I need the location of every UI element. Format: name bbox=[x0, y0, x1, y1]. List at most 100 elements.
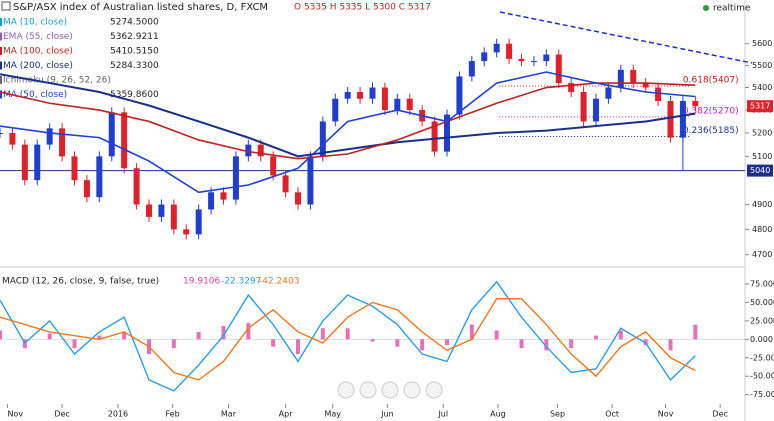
x-tick-label: Jun bbox=[380, 410, 394, 419]
histogram-bar bbox=[395, 339, 400, 347]
zoom-left[interactable] bbox=[337, 381, 355, 399]
x-tick-label: Jul bbox=[437, 410, 448, 419]
fib-label: 0.236(5185) bbox=[683, 126, 739, 136]
ma-line bbox=[0, 82, 696, 160]
y-tick-label: 4800 bbox=[752, 225, 772, 234]
histogram-bar bbox=[271, 339, 276, 347]
histogram-bar bbox=[122, 331, 127, 340]
macd-title: MACD (12, 26, close, 9, false, true) bbox=[2, 277, 159, 287]
histogram-bar bbox=[320, 328, 325, 340]
x-tick-label: Feb bbox=[166, 410, 180, 419]
status-dot bbox=[703, 5, 709, 11]
histogram-bar bbox=[296, 339, 300, 355]
legend-name: MA (50, close) bbox=[3, 90, 67, 100]
support-label: 5040 bbox=[750, 166, 770, 175]
histogram-bar bbox=[693, 324, 698, 340]
x-tick-label: May bbox=[324, 410, 341, 419]
y-tick-label: 0.000 bbox=[750, 335, 773, 344]
x-tick-label: Apr bbox=[279, 410, 294, 419]
macd-readout: -42.2403 bbox=[259, 277, 299, 287]
legend-swatch bbox=[0, 61, 2, 70]
histogram-bar bbox=[171, 339, 176, 349]
x-tick-label: Nov bbox=[7, 410, 23, 419]
y-tick-label: -25.000 bbox=[750, 353, 774, 362]
x-tick-label: Sep bbox=[550, 410, 565, 419]
legend-value: 5274.5000 bbox=[110, 18, 159, 28]
zoom-out[interactable] bbox=[359, 381, 377, 399]
histogram-bar bbox=[221, 326, 226, 340]
y-tick-label: -75.000 bbox=[750, 390, 774, 399]
histogram-bar bbox=[519, 339, 524, 349]
trend-line bbox=[499, 11, 753, 64]
legend-swatch bbox=[0, 32, 2, 41]
y-tick-label: 5500 bbox=[752, 61, 772, 70]
collapse-icon[interactable] bbox=[1, 1, 11, 11]
histogram-bar bbox=[618, 330, 623, 340]
y-tick-label: 5100 bbox=[752, 152, 772, 161]
x-tick-label: 2016 bbox=[108, 410, 128, 419]
zoom-in[interactable] bbox=[403, 381, 421, 399]
histogram-bar bbox=[97, 335, 102, 340]
status: realtime bbox=[713, 4, 751, 14]
legend-swatch bbox=[0, 47, 2, 55]
x-tick-label: Dec bbox=[712, 410, 727, 419]
last-price-box bbox=[747, 100, 773, 113]
y-tick-label: 25.000 bbox=[750, 316, 774, 325]
y-tick-label: 5400 bbox=[752, 83, 772, 92]
legend-swatch bbox=[0, 76, 2, 84]
legend-name: MA (100, close) bbox=[3, 47, 73, 57]
y-tick-label: 5600 bbox=[752, 39, 772, 48]
fib-label: 0.382(5270) bbox=[683, 106, 739, 116]
y-tick-label: 5200 bbox=[752, 128, 772, 137]
x-tick-label: Aug bbox=[490, 410, 506, 419]
y-tick-label: 4900 bbox=[752, 200, 772, 209]
x-tick-label: Dec bbox=[54, 410, 69, 419]
histogram-bar bbox=[370, 339, 375, 342]
legend-value: 5362.9211 bbox=[110, 32, 159, 42]
legend-value: 5410.5150 bbox=[110, 47, 159, 57]
y-tick-label: 75.000 bbox=[750, 280, 774, 289]
y-tick-label: -50.000 bbox=[750, 372, 774, 381]
legend-value: 5284.3300 bbox=[110, 61, 159, 71]
x-tick-label: Mar bbox=[221, 410, 237, 419]
histogram-bar bbox=[544, 339, 549, 351]
histogram-bar bbox=[345, 328, 350, 340]
legend-name: MA (10, close) bbox=[3, 18, 67, 28]
legend-name: MA (200, close) bbox=[3, 61, 73, 71]
histogram-bar bbox=[72, 339, 77, 349]
macd-readout: 19.9106 bbox=[183, 277, 220, 287]
macd-line bbox=[0, 298, 696, 381]
histogram-bar bbox=[569, 339, 574, 349]
zoom-right[interactable] bbox=[425, 381, 443, 399]
zoom-controls bbox=[337, 381, 443, 399]
histogram-bar bbox=[47, 333, 52, 340]
histogram-bar bbox=[445, 339, 449, 346]
ma-line bbox=[0, 71, 696, 194]
last-price: 5317 bbox=[750, 102, 770, 111]
ohlc: O 5335 H 5335 L 5300 C 5317 bbox=[294, 3, 431, 13]
chart-title: S&P/ASX index of Australian listed share… bbox=[13, 2, 268, 13]
legend-swatch bbox=[0, 18, 2, 26]
histogram-bar bbox=[469, 324, 474, 340]
y-tick-label: 50.000 bbox=[750, 298, 774, 307]
ma-line bbox=[0, 73, 696, 158]
legend-swatch bbox=[0, 90, 2, 99]
legend-name: EMA (55, close) bbox=[3, 32, 73, 42]
legend-name: Ichimoku (9, 26, 52, 26) bbox=[3, 76, 111, 86]
x-tick-label: Nov bbox=[658, 410, 674, 419]
histogram-bar bbox=[0, 330, 2, 340]
histogram-bar bbox=[494, 330, 499, 340]
histogram-bar bbox=[246, 323, 251, 340]
macd-line bbox=[0, 280, 696, 392]
zoom-reset[interactable] bbox=[381, 381, 399, 399]
histogram-bar bbox=[420, 339, 425, 351]
x-tick-label: Oct bbox=[605, 410, 619, 419]
histogram-bar bbox=[668, 339, 673, 351]
candle bbox=[0, 132, 3, 134]
fib-label: 0.618(5407) bbox=[683, 75, 739, 85]
support-box bbox=[747, 164, 773, 177]
histogram-bar bbox=[196, 331, 201, 340]
histogram-bar bbox=[594, 335, 598, 340]
